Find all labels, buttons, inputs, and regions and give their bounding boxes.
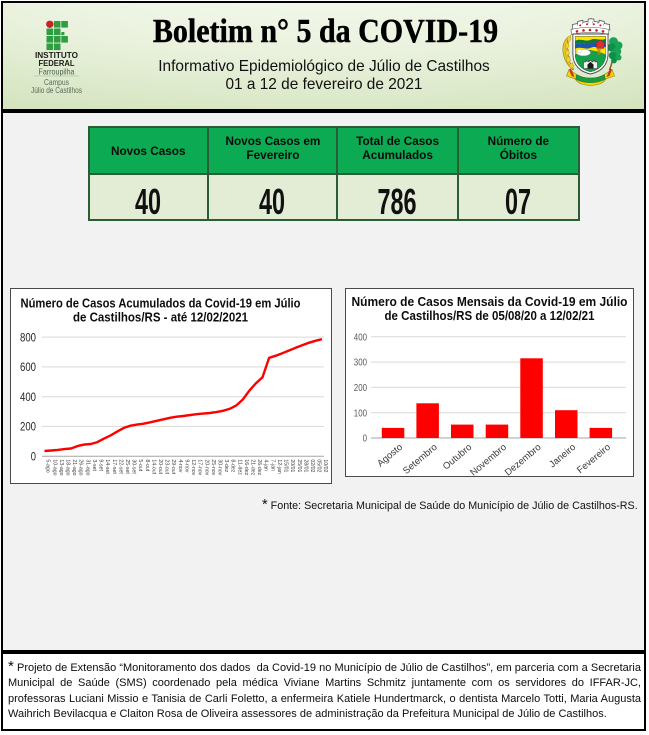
svg-text:12-nov: 12-nov [190, 459, 196, 475]
svg-text:02/02: 02/02 [309, 459, 315, 472]
svg-text:Número de Casos Acumulados da: Número de Casos Acumulados da Covid-19 e… [21, 296, 301, 311]
svg-text:200: 200 [20, 420, 36, 434]
svg-text:3-dez: 3-dez [223, 459, 229, 472]
svg-text:800: 800 [20, 330, 36, 344]
svg-text:100: 100 [354, 408, 368, 419]
svg-text:0: 0 [31, 449, 36, 463]
svg-text:29-out: 29-out [170, 459, 176, 474]
svg-text:14-set: 14-set [104, 459, 110, 474]
svg-text:5-ago: 5-ago [45, 459, 51, 472]
svg-text:20-out: 20-out [157, 459, 163, 474]
svg-text:400: 400 [354, 332, 368, 343]
svg-text:Campus: Campus [44, 78, 69, 87]
svg-text:22-set: 22-set [117, 459, 123, 474]
svg-text:0: 0 [363, 434, 368, 445]
svg-text:9-set: 9-set [98, 459, 104, 471]
svg-text:17-set: 17-set [111, 459, 117, 474]
svg-text:4-jan: 4-jan [263, 459, 269, 471]
svg-text:300: 300 [354, 358, 368, 369]
svg-text:25-set: 25-set [124, 459, 130, 474]
svg-text:26-ago: 26-ago [78, 459, 84, 475]
svg-text:de Castilhos/RS de 05/08/20 a: de Castilhos/RS de 05/08/20 a 12/02/21 [385, 308, 595, 323]
svg-text:4-nov: 4-nov [177, 459, 183, 472]
svg-text:15/01: 15/01 [283, 459, 289, 472]
svg-text:12-jan: 12-jan [276, 459, 282, 474]
svg-text:14-out: 14-out [150, 459, 156, 474]
svg-text:600: 600 [20, 360, 36, 374]
svg-text:de Castilhos/RS - até 12/02/20: de Castilhos/RS - até 12/02/2021 [73, 310, 248, 325]
svg-text:25/01: 25/01 [296, 459, 302, 472]
svg-text:13-ago: 13-ago [58, 459, 64, 475]
svg-text:05/02: 05/02 [316, 459, 322, 472]
svg-text:7-jan: 7-jan [269, 459, 275, 471]
svg-text:21-ago: 21-ago [71, 459, 77, 475]
svg-text:8-out: 8-out [144, 459, 150, 471]
svg-text:10/02: 10/02 [322, 459, 328, 472]
svg-text:FEDERAL: FEDERAL [39, 58, 75, 68]
svg-text:23-out: 23-out [164, 459, 170, 474]
svg-text:21-dez: 21-dez [250, 459, 256, 475]
svg-text:Farroupilha: Farroupilha [39, 67, 75, 76]
svg-text:20-nov: 20-nov [203, 459, 209, 475]
svg-text:Júlio de Castilhos: Júlio de Castilhos [31, 86, 82, 95]
svg-text:26-dez: 26-dez [256, 459, 262, 475]
svg-text:20/01: 20/01 [289, 459, 295, 472]
svg-text:5-out: 5-out [137, 459, 143, 471]
svg-text:8-dez: 8-dez [230, 459, 236, 472]
svg-text:400: 400 [20, 390, 36, 404]
svg-text:11-dez: 11-dez [236, 459, 242, 475]
svg-text:31-ago: 31-ago [84, 459, 90, 475]
svg-text:30-nov: 30-nov [217, 459, 223, 475]
svg-text:30-set: 30-set [131, 459, 137, 474]
svg-text:25-nov: 25-nov [210, 459, 216, 475]
svg-text:9-nov: 9-nov [183, 459, 189, 472]
svg-text:10-ago: 10-ago [51, 459, 57, 475]
svg-text:INSTITUTO: INSTITUTO [35, 50, 78, 60]
svg-text:18-ago: 18-ago [65, 459, 71, 475]
svg-text:3-set: 3-set [91, 459, 97, 471]
svg-text:16-dez: 16-dez [243, 459, 249, 475]
svg-text:28/01: 28/01 [302, 459, 308, 472]
svg-text:Número de Casos Mensais da Cov: Número de Casos Mensais da Covid-19 em J… [352, 294, 628, 309]
svg-text:17-nov: 17-nov [197, 459, 203, 475]
svg-text:200: 200 [354, 383, 368, 394]
